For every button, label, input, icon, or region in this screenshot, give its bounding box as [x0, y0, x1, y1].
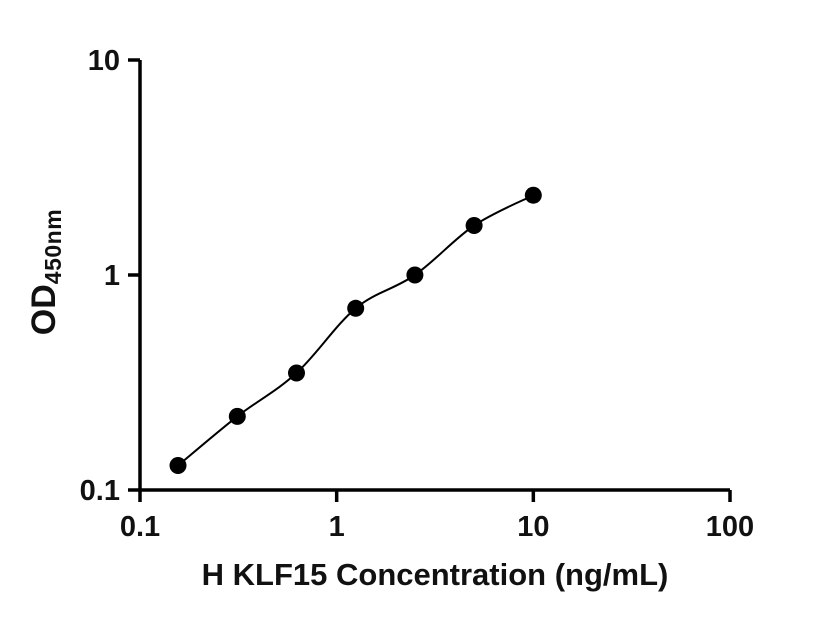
- x-axis-tick-label: 100: [706, 511, 754, 543]
- y-axis-tick-label: 1: [104, 260, 120, 292]
- fit-curve: [177, 194, 534, 467]
- data-point: [169, 457, 187, 474]
- x-axis-tick-label: 10: [517, 511, 549, 543]
- data-point: [347, 299, 365, 317]
- data-point: [465, 217, 483, 234]
- x-axis-title: H KLF15 Concentration (ng/mL): [201, 557, 669, 592]
- x-axis-tick-label: 1: [329, 511, 345, 543]
- y-axis-title-subscript: 450nm: [40, 208, 66, 285]
- data-point: [228, 407, 246, 425]
- y-axis-title: OD450nm: [25, 209, 67, 335]
- data-point: [288, 364, 305, 382]
- y-axis-tick-label: 10: [88, 45, 120, 77]
- y-axis-tick-label: 0.1: [80, 475, 120, 507]
- data-point: [406, 266, 424, 284]
- y-axis-title-main: OD: [25, 284, 63, 336]
- x-axis-tick-label: 0.1: [120, 511, 160, 543]
- data-point: [524, 186, 542, 204]
